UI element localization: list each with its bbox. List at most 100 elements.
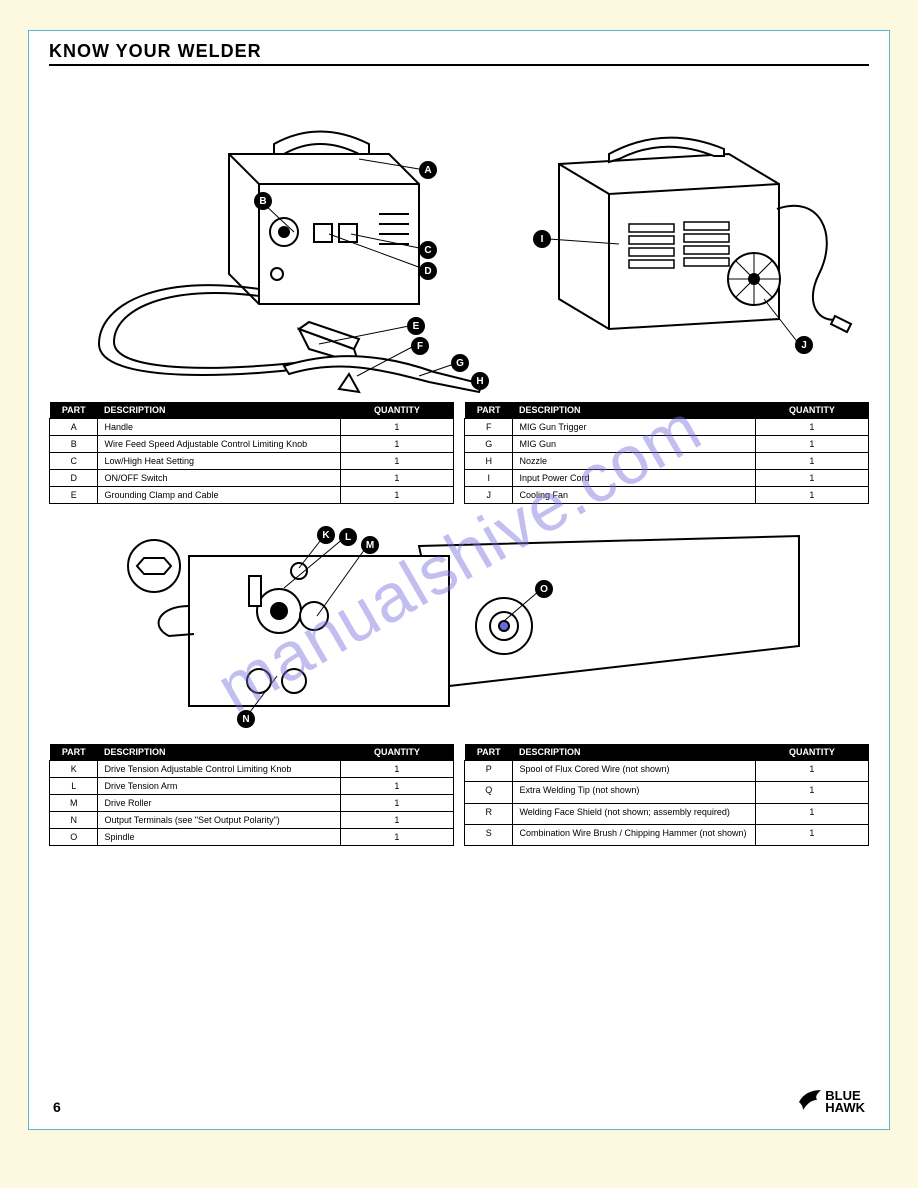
table-cell: ON/OFF Switch bbox=[98, 470, 340, 487]
table-cell: Spool of Flux Cored Wire (not shown) bbox=[513, 761, 755, 782]
callout-E: E bbox=[407, 317, 425, 335]
table-cell: Drive Tension Adjustable Control Limitin… bbox=[98, 761, 340, 778]
table-cell: 1 bbox=[340, 419, 453, 436]
table-cell: 1 bbox=[755, 436, 868, 453]
th-part: PART bbox=[465, 744, 513, 761]
table-cell: 1 bbox=[755, 419, 868, 436]
table-cell: 1 bbox=[755, 487, 868, 504]
table-cell: 1 bbox=[340, 812, 453, 829]
page: KNOW YOUR WELDER bbox=[28, 30, 890, 1130]
table-cell: Low/High Heat Setting bbox=[98, 453, 340, 470]
th-part: PART bbox=[50, 744, 98, 761]
callout-M: M bbox=[361, 536, 379, 554]
table-row: SCombination Wire Brush / Chipping Hamme… bbox=[465, 824, 869, 845]
table-cell: MIG Gun Trigger bbox=[513, 419, 755, 436]
table-cell: N bbox=[50, 812, 98, 829]
table-cell: Handle bbox=[98, 419, 340, 436]
table-cell: Spindle bbox=[98, 829, 340, 846]
table-cell: E bbox=[50, 487, 98, 504]
table-row: KDrive Tension Adjustable Control Limiti… bbox=[50, 761, 454, 778]
callout-C: C bbox=[419, 241, 437, 259]
table-cell: 1 bbox=[340, 470, 453, 487]
table-cell: J bbox=[465, 487, 513, 504]
table-cell: O bbox=[50, 829, 98, 846]
brand-line2: HAWK bbox=[825, 1102, 865, 1114]
table-row: AHandle1 bbox=[50, 419, 454, 436]
th-desc: DESCRIPTION bbox=[513, 744, 755, 761]
parts-table-1: PART DESCRIPTION QUANTITY AHandle1BWire … bbox=[49, 402, 454, 504]
callout-I: I bbox=[533, 230, 551, 248]
table-cell: Input Power Cord bbox=[513, 470, 755, 487]
table-row: MDrive Roller1 bbox=[50, 795, 454, 812]
table-row: HNozzle1 bbox=[465, 453, 869, 470]
tables-row-2: PART DESCRIPTION QUANTITY KDrive Tension… bbox=[49, 744, 869, 846]
parts-table-4: PART DESCRIPTION QUANTITY PSpool of Flux… bbox=[464, 744, 869, 846]
table-cell: D bbox=[50, 470, 98, 487]
mid-diagram-row: K L M N O bbox=[49, 516, 869, 736]
callout-L: L bbox=[339, 528, 357, 546]
table-row: DON/OFF Switch1 bbox=[50, 470, 454, 487]
table-row: OSpindle1 bbox=[50, 829, 454, 846]
table-cell: I bbox=[465, 470, 513, 487]
callout-K: K bbox=[317, 526, 335, 544]
callout-H: H bbox=[471, 372, 489, 390]
tbody-1: AHandle1BWire Feed Speed Adjustable Cont… bbox=[50, 419, 454, 504]
table-cell: 1 bbox=[340, 487, 453, 504]
callout-G: G bbox=[451, 354, 469, 372]
callout-F: F bbox=[411, 337, 429, 355]
table-cell: 1 bbox=[755, 470, 868, 487]
table-cell: F bbox=[465, 419, 513, 436]
table-cell: Drive Tension Arm bbox=[98, 778, 340, 795]
th-part: PART bbox=[50, 402, 98, 419]
table-cell: 1 bbox=[755, 824, 868, 845]
table-cell: 1 bbox=[755, 803, 868, 824]
page-title: KNOW YOUR WELDER bbox=[49, 41, 869, 62]
welder-front-diagram: A B C D E F G H bbox=[59, 74, 489, 394]
welder-internal-svg bbox=[99, 516, 819, 736]
tbody-3: KDrive Tension Adjustable Control Limiti… bbox=[50, 761, 454, 846]
table-row: EGrounding Clamp and Cable1 bbox=[50, 487, 454, 504]
th-qty: QUANTITY bbox=[340, 402, 453, 419]
th-desc: DESCRIPTION bbox=[513, 402, 755, 419]
welder-internal-diagram: K L M N O bbox=[99, 516, 819, 736]
table-row: BWire Feed Speed Adjustable Control Limi… bbox=[50, 436, 454, 453]
table-cell: Wire Feed Speed Adjustable Control Limit… bbox=[98, 436, 340, 453]
table-cell: 1 bbox=[755, 761, 868, 782]
parts-table-3: PART DESCRIPTION QUANTITY KDrive Tension… bbox=[49, 744, 454, 846]
th-qty: QUANTITY bbox=[755, 744, 868, 761]
th-desc: DESCRIPTION bbox=[98, 744, 340, 761]
th-desc: DESCRIPTION bbox=[98, 402, 340, 419]
table-cell: R bbox=[465, 803, 513, 824]
table-cell: 1 bbox=[340, 795, 453, 812]
table-cell: B bbox=[50, 436, 98, 453]
table-cell: Welding Face Shield (not shown; assembly… bbox=[513, 803, 755, 824]
table-row: JCooling Fan1 bbox=[465, 487, 869, 504]
table-cell: C bbox=[50, 453, 98, 470]
table-cell: Cooling Fan bbox=[513, 487, 755, 504]
callout-N: N bbox=[237, 710, 255, 728]
table-cell: G bbox=[465, 436, 513, 453]
parts-table-2: PART DESCRIPTION QUANTITY FMIG Gun Trigg… bbox=[464, 402, 869, 504]
callout-A: A bbox=[419, 161, 437, 179]
brand-text: BLUE HAWK bbox=[825, 1090, 865, 1113]
tables-row-1: PART DESCRIPTION QUANTITY AHandle1BWire … bbox=[49, 402, 869, 504]
page-number: 6 bbox=[53, 1099, 61, 1115]
table-cell: MIG Gun bbox=[513, 436, 755, 453]
th-qty: QUANTITY bbox=[755, 402, 868, 419]
table-cell: Q bbox=[465, 782, 513, 803]
top-diagram-row: A B C D E F G H bbox=[49, 74, 869, 394]
table-cell: Drive Roller bbox=[98, 795, 340, 812]
title-row: KNOW YOUR WELDER bbox=[49, 41, 869, 66]
welder-rear-diagram: I J bbox=[499, 74, 859, 394]
table-row: PSpool of Flux Cored Wire (not shown)1 bbox=[465, 761, 869, 782]
table-row: RWelding Face Shield (not shown; assembl… bbox=[465, 803, 869, 824]
callout-B: B bbox=[254, 192, 272, 210]
table-cell: 1 bbox=[340, 778, 453, 795]
table-cell: H bbox=[465, 453, 513, 470]
table-cell: Output Terminals (see "Set Output Polari… bbox=[98, 812, 340, 829]
table-row: GMIG Gun1 bbox=[465, 436, 869, 453]
table-row: IInput Power Cord1 bbox=[465, 470, 869, 487]
hawk-icon bbox=[797, 1088, 823, 1115]
brand-logo: BLUE HAWK bbox=[797, 1088, 865, 1115]
table-cell: K bbox=[50, 761, 98, 778]
